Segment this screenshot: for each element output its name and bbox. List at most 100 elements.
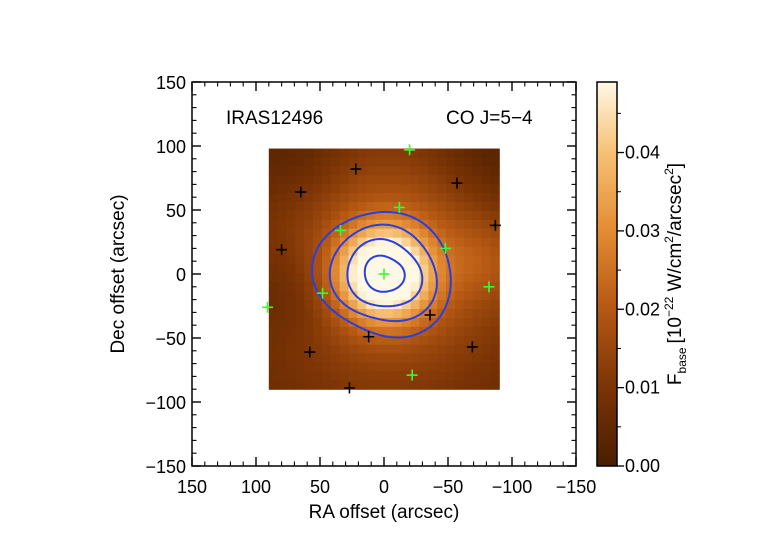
heatmap-cell: [428, 148, 438, 159]
heatmap-cell: [304, 202, 314, 212]
heatmap-cell: [481, 219, 491, 230]
heatmap-cell: [463, 219, 474, 230]
heatmap-cell: [357, 264, 367, 274]
heatmap-cell: [321, 175, 332, 185]
heatmap-cell: [481, 308, 491, 319]
heatmap-cell: [401, 291, 412, 301]
heatmap-cell: [357, 371, 367, 381]
heatmap-cell: [277, 326, 288, 337]
heatmap-cell: [348, 317, 359, 328]
heatmap-cell: [268, 300, 279, 310]
heatmap-cell: [481, 184, 491, 194]
heatmap-cell: [454, 344, 465, 355]
heatmap-cell: [419, 228, 429, 239]
heatmap-cell: [268, 246, 279, 257]
heatmap-cell: [321, 246, 332, 257]
heatmap-cell: [286, 273, 296, 283]
heatmap-cell: [446, 219, 456, 230]
heatmap-cell: [454, 210, 465, 221]
heatmap-cell: [472, 344, 483, 355]
heatmap-cell: [348, 326, 359, 337]
heatmap-cell: [321, 166, 332, 176]
heatmap-cell: [454, 264, 465, 274]
heatmap-cell: [357, 148, 367, 159]
colorbar-label-unit: W/cm: [665, 243, 686, 297]
heatmap-cell: [339, 219, 350, 230]
heatmap-cell: [481, 353, 491, 364]
colorbar-label-unit-tail: /arcsec: [665, 175, 686, 236]
heatmap-cell: [330, 335, 341, 346]
heatmap-cell: [268, 148, 279, 159]
green-marker: [317, 287, 329, 299]
heatmap-cell: [446, 371, 456, 381]
heatmap-cell: [339, 175, 350, 185]
heatmap-cell: [313, 202, 323, 212]
heatmap-cell: [392, 157, 403, 167]
heatmap-cell: [366, 184, 376, 194]
heatmap-cell: [410, 184, 421, 194]
heatmap-cell: [401, 300, 412, 310]
heatmap-cell: [313, 371, 323, 381]
heatmap-cell: [392, 273, 403, 283]
heatmap-cell: [481, 193, 491, 203]
heatmap-cell: [286, 255, 296, 266]
heatmap-cell: [304, 219, 314, 230]
heatmap-cell: [348, 353, 359, 364]
heatmap-cell: [490, 255, 500, 266]
heatmap-cell: [357, 326, 367, 337]
heatmap-cell: [313, 335, 323, 346]
x-tick-label: −100: [492, 477, 533, 497]
heatmap-cell: [330, 282, 341, 292]
black-marker: [276, 244, 288, 256]
heatmap-cell: [419, 344, 429, 355]
heatmap-cell: [295, 317, 305, 328]
heatmap-cell: [392, 264, 403, 274]
heatmap-cell: [313, 300, 323, 310]
heatmap-cell: [295, 148, 305, 159]
heatmap-cell: [410, 202, 421, 212]
heatmap-cell: [268, 255, 279, 266]
heatmap-cell: [446, 202, 456, 212]
heatmap-cell: [268, 219, 279, 230]
heatmap-cell: [463, 193, 474, 203]
y-axis-label: Dec offset (arcsec): [108, 194, 129, 353]
heatmap-cell: [419, 291, 429, 301]
heatmap-cell: [330, 371, 341, 381]
heatmap-cell: [295, 219, 305, 230]
heatmap-cell: [472, 308, 483, 319]
heatmap-cell: [384, 300, 394, 310]
heatmap-cell: [277, 308, 288, 319]
heatmap-cell: [330, 380, 341, 390]
heatmap-cell: [481, 273, 491, 283]
heatmap-cell: [339, 291, 350, 301]
heatmap-cell: [437, 371, 447, 381]
heatmap-cell: [472, 380, 483, 390]
heatmap-cell: [401, 255, 412, 266]
green-marker: [334, 224, 346, 236]
heatmap-cell: [313, 246, 323, 257]
heatmap-cell: [268, 371, 279, 381]
heatmap-cell: [295, 246, 305, 257]
heatmap-cell: [481, 264, 491, 274]
heatmap-cell: [454, 202, 465, 212]
heatmap-cell: [330, 148, 341, 159]
heatmap-cell: [286, 282, 296, 292]
heatmap-cell: [490, 371, 500, 381]
heatmap-cell: [339, 193, 350, 203]
heatmap-cell: [348, 148, 359, 159]
heatmap-cell: [375, 228, 385, 239]
heatmap-cell: [339, 353, 350, 364]
heatmap-cell: [472, 291, 483, 301]
heatmap-cell: [339, 362, 350, 372]
heatmap-cell: [446, 308, 456, 319]
heatmap-cell: [366, 237, 376, 248]
heatmap-cell: [410, 308, 421, 319]
heatmap-cell: [339, 157, 350, 167]
heatmap-cell: [446, 335, 456, 346]
heatmap-cell: [392, 148, 403, 159]
heatmap-cell: [463, 300, 474, 310]
heatmap-cell: [268, 264, 279, 274]
heatmap-cell: [401, 184, 412, 194]
heatmap-cell: [419, 246, 429, 257]
